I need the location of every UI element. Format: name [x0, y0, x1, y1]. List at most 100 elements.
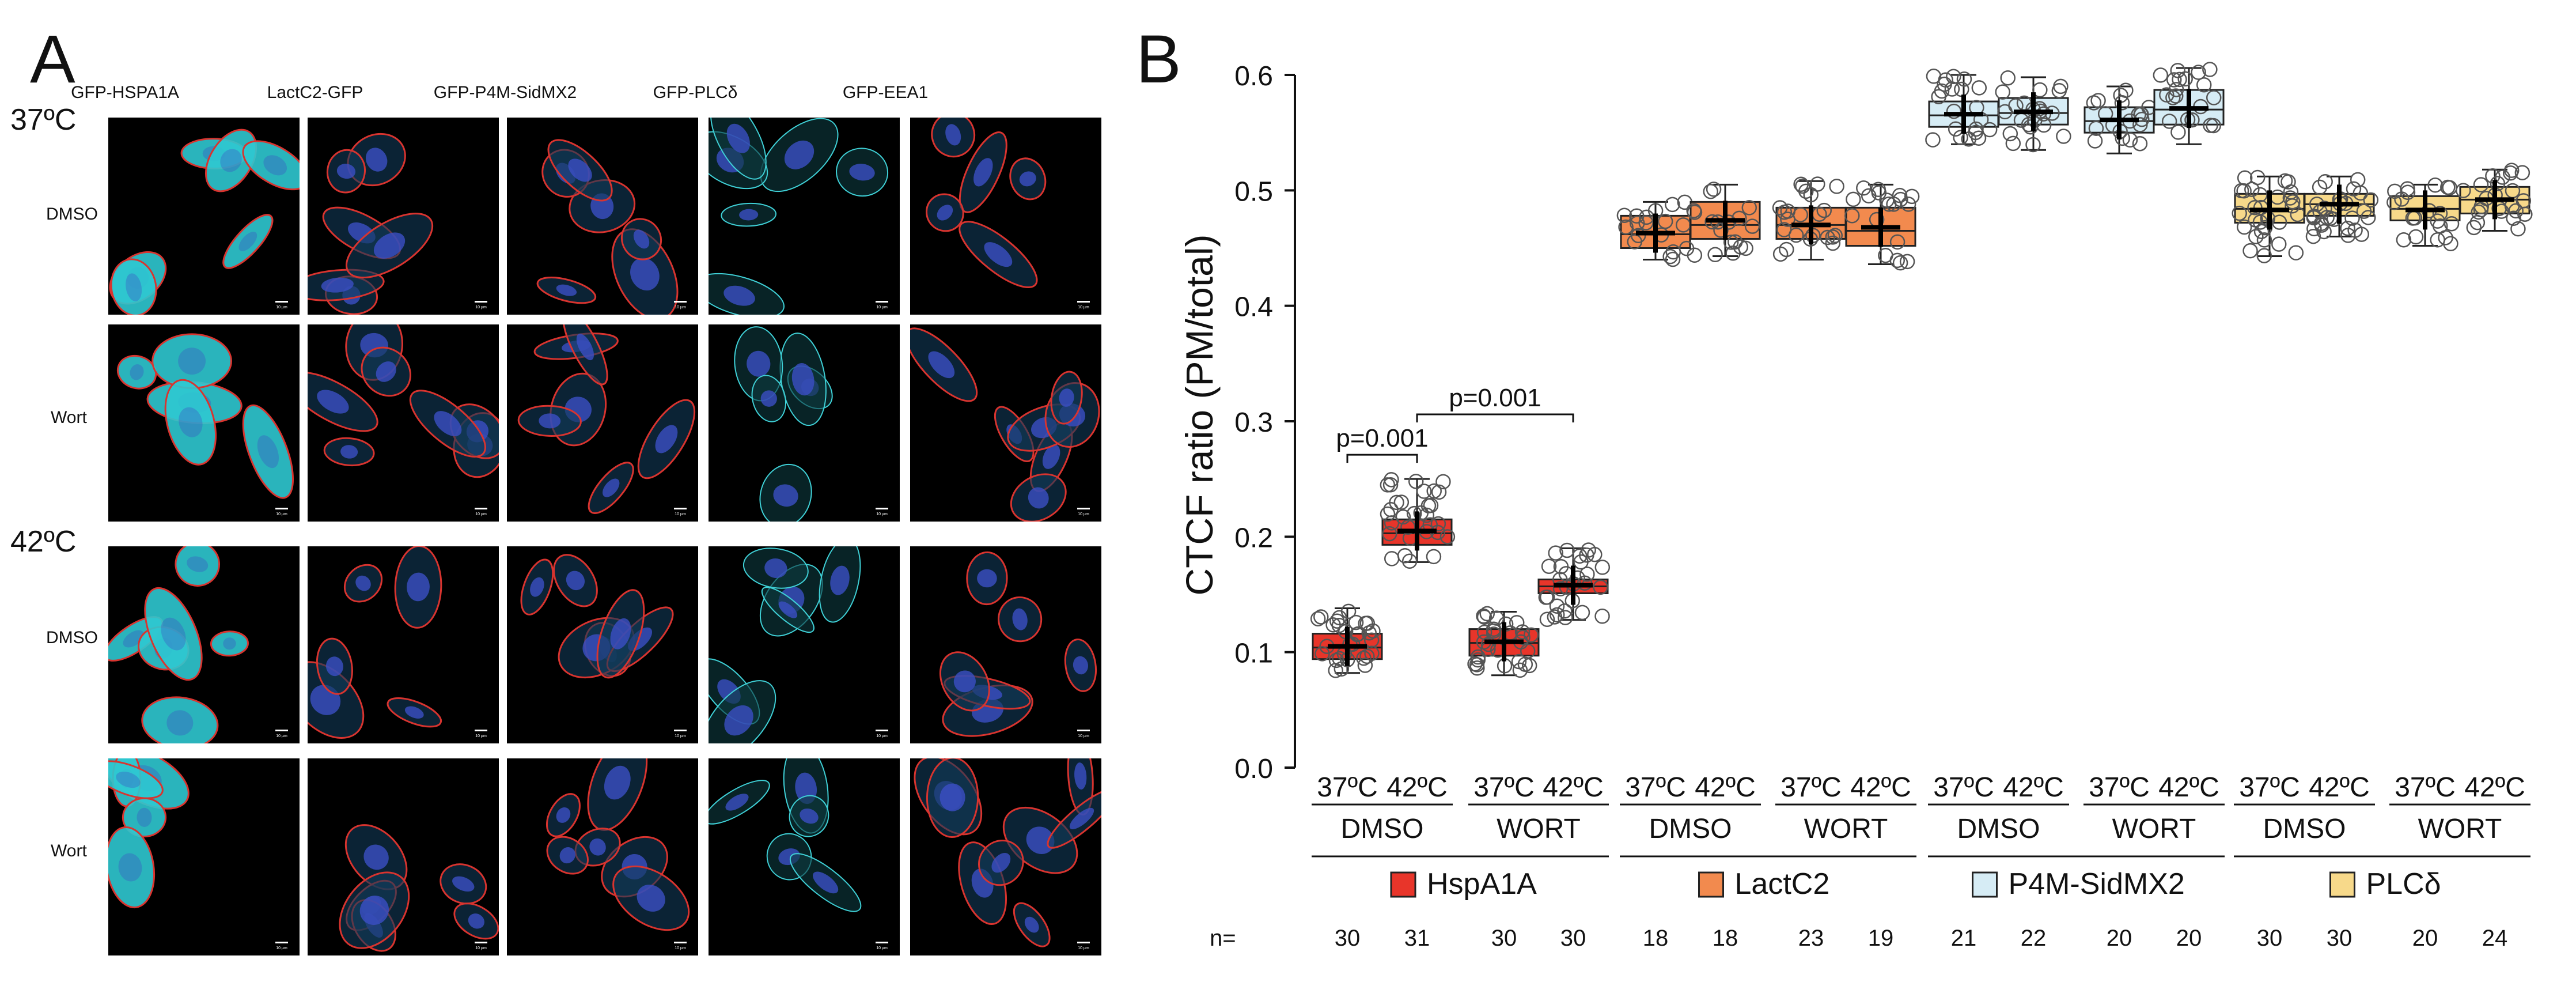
- data-point: [1435, 474, 1451, 490]
- micrograph-r4-c1: 10 µm: [108, 758, 300, 955]
- legend-swatch: [1972, 871, 1998, 898]
- data-point: [2508, 203, 2524, 219]
- scale-bar-label: 10 µm: [475, 946, 487, 950]
- treatment-label: WORT: [2418, 814, 2502, 844]
- data-point: [1944, 81, 1960, 97]
- temp-tick-label: 42ºC: [1695, 772, 1756, 803]
- data-point: [1574, 605, 1590, 621]
- data-point: [2114, 95, 2130, 111]
- column-header-lactc2: LactC2-GFP: [267, 83, 363, 102]
- data-point: [1856, 180, 1872, 196]
- micrograph-r2-c5: 10 µm: [910, 324, 1101, 522]
- scale-bar: [275, 301, 288, 303]
- data-point: [2115, 130, 2131, 146]
- n-value: 30: [1491, 926, 1517, 951]
- data-point: [2166, 72, 2182, 88]
- micrograph-r2-c3: 10 µm: [507, 324, 698, 522]
- data-point: [1844, 208, 1860, 224]
- data-point: [1361, 625, 1377, 641]
- data-point: [2306, 221, 2322, 237]
- data-point: [1382, 477, 1399, 493]
- data-point: [1706, 182, 1722, 197]
- data-point: [1549, 598, 1565, 614]
- n-value: 20: [2412, 926, 2438, 951]
- data-point: [2305, 228, 2321, 244]
- data-point: [1593, 579, 1608, 595]
- data-point: [1348, 614, 1364, 630]
- data-point: [1816, 202, 1832, 218]
- row-label-dmso-37: DMSO: [46, 205, 98, 224]
- data-point: [1900, 197, 1916, 212]
- scale-bar: [1077, 508, 1090, 509]
- data-point: [1946, 69, 1961, 84]
- scale-bar-label: 10 µm: [876, 946, 888, 950]
- data-point: [1741, 200, 1757, 216]
- box-16: [2456, 163, 2533, 237]
- data-point: [2161, 114, 2177, 129]
- micrograph-r2-c2: 10 µm: [308, 324, 499, 522]
- data-point: [1657, 213, 1673, 229]
- data-point: [1476, 624, 1492, 640]
- scale-bar-label: 10 µm: [1078, 305, 1089, 309]
- temp-tick-label: 42ºC: [2158, 772, 2219, 803]
- data-point: [1725, 246, 1741, 261]
- data-point: [2153, 67, 2169, 83]
- data-point: [1825, 229, 1841, 245]
- temp-tick-label: 42ºC: [2003, 772, 2064, 803]
- data-point: [1630, 228, 1646, 244]
- data-point: [1408, 474, 1424, 489]
- data-point: [2168, 82, 2184, 97]
- data-point: [2170, 63, 2185, 78]
- scale-bar: [876, 730, 888, 731]
- y-tick-label: 0.5: [1234, 176, 1273, 207]
- data-point: [1744, 218, 1760, 234]
- data-point: [2249, 169, 2266, 186]
- data-point: [2196, 77, 2212, 93]
- n-value: 30: [2257, 926, 2283, 951]
- data-point: [1541, 558, 1557, 574]
- data-point: [2005, 135, 2021, 152]
- data-point: [1665, 251, 1681, 267]
- data-point: [2256, 248, 2272, 263]
- data-point: [2356, 203, 2372, 219]
- data-point: [1827, 228, 1843, 243]
- n-value: 20: [2107, 926, 2132, 951]
- box-2: [1380, 472, 1456, 569]
- data-point: [1825, 235, 1841, 251]
- micrograph-r4-c3: 10 µm: [507, 758, 698, 955]
- treatment-label: DMSO: [2263, 814, 2346, 844]
- data-point: [1384, 551, 1400, 566]
- box-12: [2153, 62, 2225, 145]
- data-point: [2248, 229, 2264, 244]
- data-point: [1899, 254, 1915, 270]
- data-point: [2386, 194, 2402, 210]
- data-point: [2490, 176, 2506, 191]
- scale-bar-label: 10 µm: [475, 512, 487, 516]
- data-point: [1523, 627, 1539, 643]
- data-point: [2256, 232, 2272, 248]
- temp-tick-label: 37ºC: [1473, 772, 1535, 803]
- data-point: [1889, 252, 1906, 269]
- data-point: [2002, 126, 2018, 142]
- data-point: [2088, 120, 2104, 136]
- data-point: [1476, 608, 1491, 624]
- data-point: [2252, 187, 2268, 203]
- data-point: [2350, 172, 2366, 188]
- data-point: [1931, 89, 1946, 105]
- data-point: [2132, 117, 2148, 133]
- micrograph-r1-c1: 10 µm: [108, 118, 300, 315]
- y-tick-label: 0.0: [1234, 754, 1273, 784]
- scale-bar: [1077, 730, 1090, 731]
- data-point: [1803, 187, 1819, 203]
- data-point: [1395, 509, 1411, 525]
- data-point: [1956, 71, 1972, 87]
- data-point: [2257, 220, 2273, 236]
- y-axis-ticks: 0.0 0.1 0.2 0.3 0.4 0.5 0.6: [1234, 61, 1295, 784]
- box-3: [1467, 606, 1540, 678]
- data-point: [1687, 247, 1703, 263]
- data-point: [2168, 88, 2184, 104]
- data-point: [1382, 526, 1397, 542]
- data-point: [1514, 624, 1531, 640]
- legend-swatch: [1390, 871, 1416, 898]
- data-point: [1686, 203, 1702, 218]
